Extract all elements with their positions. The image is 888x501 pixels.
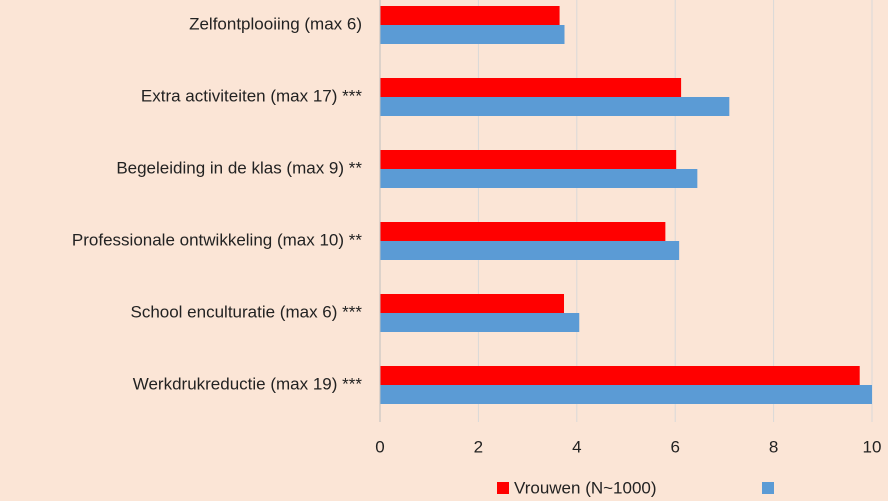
legend-swatch <box>762 482 774 494</box>
bar <box>380 169 698 188</box>
x-tick-label: 2 <box>474 437 483 456</box>
bar <box>380 366 860 385</box>
bar <box>380 294 565 313</box>
y-tick-label: Begeleiding in de klas (max 9) ** <box>116 158 362 177</box>
y-tick-label: Extra activiteiten (max 17) *** <box>141 86 362 105</box>
bar <box>380 6 560 25</box>
bar <box>380 385 872 404</box>
bar <box>380 78 682 97</box>
y-tick-label: Professionale ontwikkeling (max 10) ** <box>72 230 362 249</box>
legend-swatch <box>497 482 509 494</box>
x-tick-label: 8 <box>769 437 778 456</box>
y-tick-label: School enculturatie (max 6) *** <box>130 302 362 321</box>
bar <box>380 313 580 332</box>
x-tick-label: 10 <box>863 437 882 456</box>
bar <box>380 150 677 169</box>
bar <box>380 241 680 260</box>
y-tick-label: Werkdrukreductie (max 19) *** <box>133 374 363 393</box>
y-tick-label: Zelfontplooiing (max 6) <box>189 14 362 33</box>
legend-label: Vrouwen (N~1000) <box>514 478 657 497</box>
bar <box>380 25 565 44</box>
x-tick-label: 0 <box>375 437 384 456</box>
bar <box>380 222 666 241</box>
x-tick-label: 6 <box>670 437 679 456</box>
bar <box>380 97 730 116</box>
x-tick-label: 4 <box>572 437 581 456</box>
